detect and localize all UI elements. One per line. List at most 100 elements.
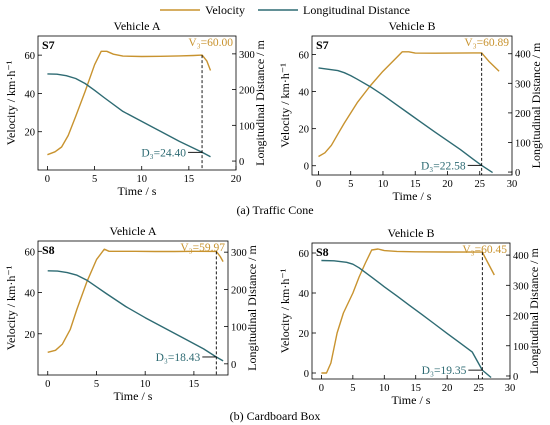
velocity-line [318, 51, 500, 158]
x-tick-label: 15 [410, 383, 421, 394]
y-tick-label: 40 [299, 289, 310, 300]
y2-tick-label: 300 [513, 281, 529, 292]
y2-tick-label: 100 [231, 323, 247, 334]
y-axis-label: Velocity / km·h⁻¹ [4, 60, 18, 145]
y2-tick-label: 0 [239, 157, 244, 168]
y-tick-label: 40 [299, 88, 310, 99]
y2-tick-label: 0 [515, 168, 520, 179]
y-axis-label: Velocity / km·h⁻¹ [278, 63, 292, 148]
y2-tick-label: 100 [515, 138, 531, 149]
x-tick-label: 0 [45, 174, 50, 185]
x-tick-label: 30 [507, 179, 518, 190]
scenario-label: S8 [42, 243, 55, 257]
v3-annotation: V₃=60.45 [462, 244, 507, 256]
y-tick-label: 40 [25, 289, 36, 300]
d3-annotation: D₃=18.43 [156, 352, 201, 364]
y2-tick-label: 300 [231, 248, 247, 259]
legend-velocity-label: Velocity [205, 3, 245, 17]
x-tick-label: 15 [189, 379, 200, 390]
plot-frame [311, 35, 513, 176]
velocity-line [47, 50, 212, 156]
y2-tick-label: 300 [515, 79, 531, 90]
legend: Velocity Longitudinal Distance [160, 3, 410, 17]
x-tick-label: 10 [140, 379, 151, 390]
y2-tick-label: 0 [231, 360, 236, 371]
x-tick-label: 25 [473, 383, 484, 394]
panel-title: Vehicle B [388, 226, 435, 240]
y2-tick-label: 400 [515, 50, 531, 61]
x-tick-label: 30 [505, 383, 516, 394]
y-axis-label: Velocity / km·h⁻¹ [4, 265, 18, 350]
y-tick-label: 20 [299, 125, 310, 136]
y2-tick-label: 200 [513, 312, 529, 323]
y-tick-label: 0 [304, 162, 309, 173]
caption-cardboard-box: (b) Cardboard Box [230, 409, 321, 423]
x-tick-label: 10 [378, 179, 389, 190]
panel-title: Vehicle A [110, 224, 157, 238]
d3-annotation: D₃=19.35 [422, 365, 467, 377]
y2-tick-label: 200 [231, 285, 247, 296]
v3-annotation: V₃=60.89 [464, 37, 509, 49]
x-axis-label: Time / s [393, 189, 432, 203]
x-tick-label: 25 [474, 179, 485, 190]
y-tick-label: 20 [299, 329, 310, 340]
x-tick-label: 20 [231, 174, 242, 185]
v3-annotation: V₃=60.00 [188, 37, 233, 49]
x-tick-label: 5 [94, 379, 99, 390]
y-tick-label: 60 [25, 247, 36, 258]
scenario-label: S7 [316, 38, 329, 52]
y-tick-label: 60 [299, 51, 310, 62]
plot-frame [311, 242, 511, 380]
y2-tick-label: 200 [239, 86, 255, 97]
velocity-line [321, 248, 495, 374]
distance-line [47, 270, 224, 362]
caption-traffic-cone: (a) Traffic Cone [236, 203, 313, 217]
x-tick-label: 20 [442, 383, 453, 394]
y-tick-label: 60 [25, 51, 36, 62]
y2-tick-label: 300 [239, 50, 255, 61]
y2-tick-label: 400 [513, 251, 529, 262]
scenario-label: S7 [42, 38, 55, 52]
y-axis-label: Velocity / km·h⁻¹ [278, 268, 292, 353]
x-tick-label: 0 [319, 383, 324, 394]
y-tick-label: 20 [25, 330, 36, 341]
distance-line [321, 259, 492, 379]
d3-annotation: D₃=22.58 [421, 160, 466, 172]
x-axis-label: Time / s [118, 184, 157, 198]
y2-tick-label: 100 [239, 121, 255, 132]
x-axis-label: Time / s [114, 389, 153, 403]
y2-tick-label: 100 [513, 342, 529, 353]
panel-title: Vehicle B [389, 19, 436, 33]
x-tick-label: 5 [348, 179, 353, 190]
x-tick-label: 10 [379, 383, 390, 394]
d3-annotation: D₃=24.40 [141, 147, 186, 159]
x-tick-label: 0 [316, 179, 321, 190]
x-tick-label: 5 [92, 174, 97, 185]
y2-axis-label: Longitudinal Distance / m [527, 248, 541, 374]
y2-tick-label: 200 [515, 109, 531, 120]
v3-annotation: V₃=59.97 [180, 242, 225, 254]
x-tick-label: 0 [45, 379, 50, 390]
plot-frame [37, 35, 237, 171]
x-tick-label: 15 [410, 179, 421, 190]
plot-frame [37, 240, 229, 376]
y-tick-label: 20 [25, 128, 36, 139]
x-tick-label: 20 [442, 179, 453, 190]
x-tick-label: 5 [350, 383, 355, 394]
y2-axis-label: Longitudinal Distance / m [253, 40, 267, 166]
scenario-label: S8 [316, 245, 329, 259]
y2-tick-label: 0 [513, 372, 518, 383]
distance-line [47, 73, 211, 158]
x-axis-label: Time / s [392, 393, 431, 407]
panel-s7-vehicle-a: Vehicle A S7 0 5 10 15 20 20 40 60 0 100 200 300 Time … [4, 19, 267, 198]
y-tick-label: 40 [25, 89, 36, 100]
legend-distance-label: Longitudinal Distance [303, 3, 410, 17]
panel-s8-vehicle-a: Vehicle A S8 0 5 10 15 20 40 60 0 100 200 300 Time / … [4, 224, 259, 403]
distance-line [318, 67, 493, 174]
x-tick-label: 15 [184, 174, 195, 185]
y2-axis-label: Longitudinal Distance / m [245, 245, 259, 371]
x-tick-label: 10 [136, 174, 147, 185]
